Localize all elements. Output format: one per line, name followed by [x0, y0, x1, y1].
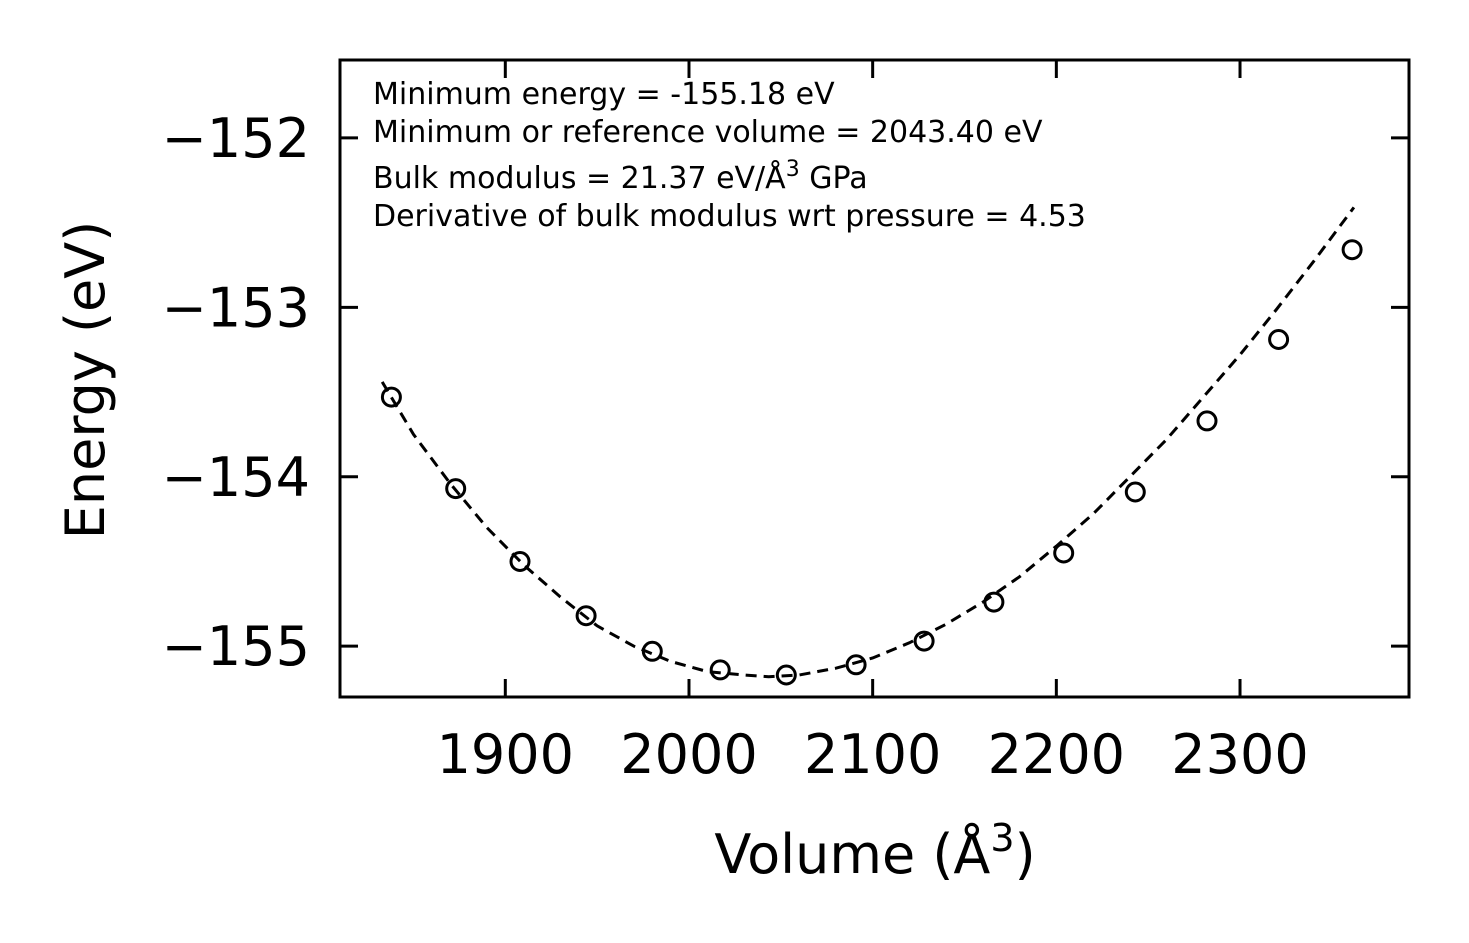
x-tick-label: 2200: [988, 723, 1125, 786]
annotation-bulk-modulus-sup: 3: [786, 157, 800, 182]
annotation-derivative: Derivative of bulk modulus wrt pressure …: [373, 199, 1086, 234]
data-point: [1268, 329, 1290, 350]
x-axis-label-text: Volume (Å: [714, 822, 990, 886]
data-points: [380, 239, 1363, 686]
y-axis-label: Energy (eV): [54, 221, 117, 540]
x-tick-label: 1900: [437, 723, 574, 786]
data-point: [641, 640, 663, 662]
data-point: [1053, 542, 1075, 564]
data-point: [775, 664, 797, 686]
x-axis-label-sup: 3: [990, 816, 1014, 860]
data-point: [1196, 410, 1218, 432]
y-tick-label: −155: [162, 615, 310, 678]
x-tick-label: 2100: [804, 723, 941, 786]
fit-curve: [380, 206, 1356, 679]
annotation-bulk-modulus-unit: GPa: [800, 161, 868, 196]
data-point: [445, 478, 467, 500]
data-point: [913, 630, 935, 652]
annotation-bulk-modulus-text: Bulk modulus = 21.37 eV/Å: [373, 160, 786, 196]
x-tick-label: 2000: [620, 723, 757, 786]
annotation-bulk-modulus: Bulk modulus = 21.37 eV/Å3 GPa: [373, 157, 868, 196]
y-tick-label: −152: [162, 107, 310, 170]
x-tick-label: 2300: [1171, 723, 1308, 786]
data-point: [709, 659, 731, 681]
data-point: [380, 386, 402, 408]
annotation-min-volume: Minimum or reference volume = 2043.40 eV: [373, 115, 1043, 150]
data-point: [509, 551, 531, 572]
data-point: [1341, 239, 1363, 261]
y-tick-label: −154: [162, 446, 310, 509]
ticks: [340, 60, 1409, 697]
plot-area: [338, 58, 1411, 699]
data-point: [983, 591, 1005, 613]
x-axis-label-close: ): [1015, 823, 1036, 886]
fit-line: [380, 206, 1356, 679]
data-point: [845, 654, 867, 676]
annotation-min-energy: Minimum energy = -155.18 eV: [373, 77, 835, 112]
data-point: [1124, 481, 1146, 503]
y-tick-label: −153: [162, 276, 310, 339]
x-axis-label: Volume (Å3): [714, 816, 1035, 886]
annotation-block: Minimum energy = -155.18 eV Minimum or r…: [373, 77, 1086, 234]
tick-labels: 1900 2000 2100 2200 2300 −152 −153 −154 −155: [162, 107, 1309, 786]
data-point: [575, 605, 597, 627]
